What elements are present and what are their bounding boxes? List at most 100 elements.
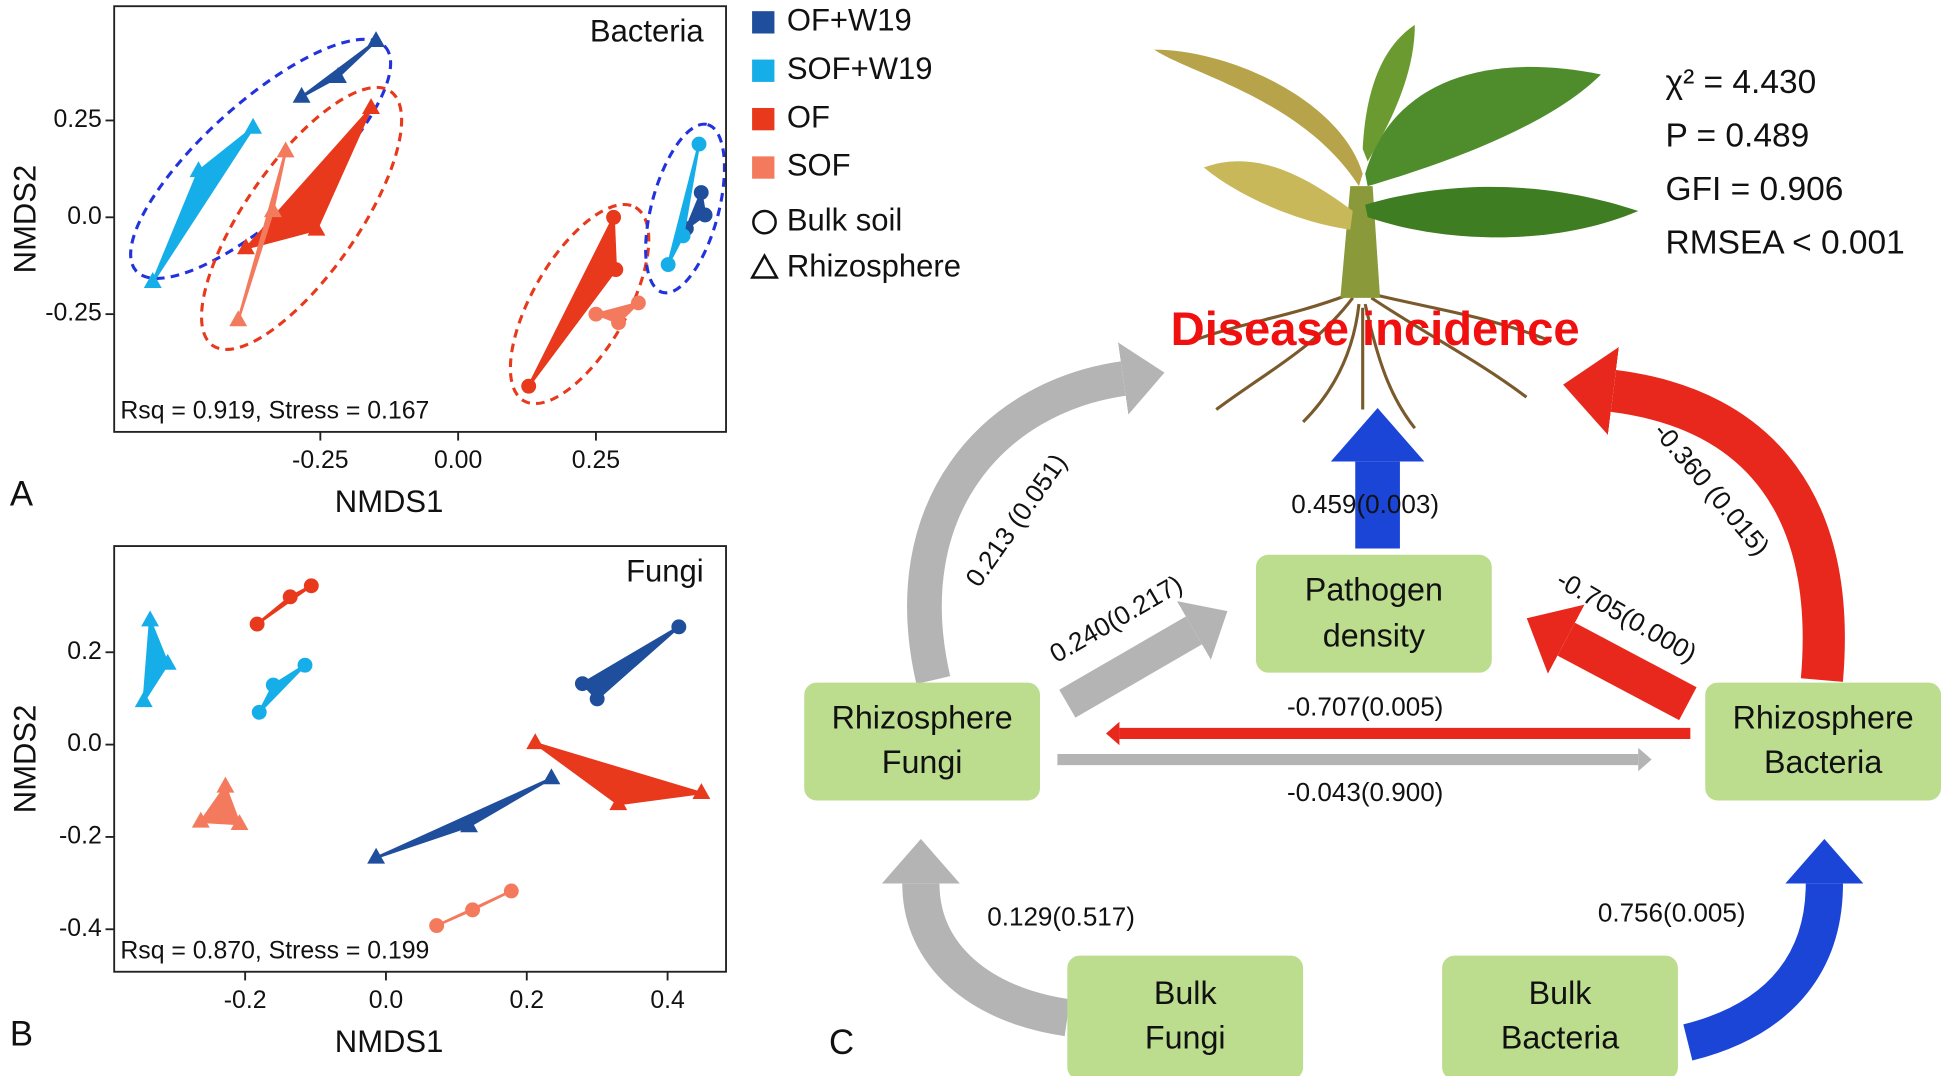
- group-hull: [685, 191, 707, 230]
- roots: [1190, 293, 1552, 430]
- legend-label: SOF+W19: [787, 51, 933, 86]
- node-label: Rhizosphere: [1733, 699, 1914, 735]
- point: [692, 783, 711, 800]
- point: [367, 847, 386, 864]
- group-hull: [527, 216, 618, 388]
- node-box: [1255, 554, 1492, 673]
- node-labels: Pathogen density Rhizosphere Fungi Rhizo…: [832, 572, 1914, 1056]
- group-hull: [236, 150, 287, 322]
- point: [244, 117, 263, 134]
- point: [660, 257, 676, 273]
- point: [521, 378, 537, 394]
- arrow: [907, 342, 1165, 685]
- legend-marker: [752, 209, 777, 235]
- point: [191, 811, 210, 828]
- group-hull: [142, 619, 169, 703]
- node-label: Bacteria: [1764, 744, 1882, 780]
- group-hull: [533, 741, 703, 806]
- node-box: [804, 682, 1041, 801]
- legend-swatch: [752, 107, 775, 131]
- arrows: [881, 342, 1864, 1061]
- point: [671, 619, 687, 635]
- x-tick-label: 0.2: [510, 987, 544, 1014]
- node-label: Rhizosphere: [832, 699, 1013, 735]
- point: [276, 141, 295, 158]
- group-hull: [594, 301, 640, 324]
- point: [589, 691, 605, 707]
- panel-letter: A: [10, 476, 34, 514]
- node-label: Fungi: [882, 744, 963, 780]
- point: [542, 768, 561, 785]
- point: [606, 209, 622, 225]
- plot-frame: [113, 545, 727, 973]
- point: [141, 610, 160, 627]
- node-label: Bulk: [1529, 975, 1593, 1011]
- group-hull: [244, 106, 373, 250]
- edge-label: -0.707(0.005): [1287, 692, 1443, 722]
- point: [230, 814, 249, 830]
- ellipse: [199, 85, 404, 352]
- point: [362, 98, 380, 115]
- point: [460, 816, 478, 833]
- arrow: [1526, 604, 1697, 721]
- point: [429, 918, 445, 934]
- point: [158, 653, 177, 670]
- edge-label: 0.129(0.517): [987, 901, 1135, 931]
- node-label: Fungi: [1145, 1020, 1226, 1056]
- y-tick-label: 0.0: [67, 730, 102, 757]
- point: [303, 578, 319, 594]
- leaf: [1203, 161, 1353, 230]
- legend-label: OF: [787, 99, 830, 134]
- point: [143, 272, 162, 288]
- plant-illustration: [1154, 24, 1639, 430]
- node-box: [1442, 955, 1678, 1076]
- edge-label: 0.459(0.003): [1291, 489, 1439, 519]
- stat: RMSEA < 0.001: [1666, 224, 1905, 261]
- stat: GFI = 0.906: [1666, 171, 1844, 208]
- point: [216, 776, 235, 793]
- stat: P = 0.489: [1666, 118, 1810, 155]
- edge-label: -0.043(0.900): [1287, 777, 1443, 807]
- legend-label: OF+W19: [787, 3, 912, 38]
- leaf: [1365, 186, 1639, 238]
- legend-swatch: [752, 156, 775, 179]
- x-tick-label: -0.2: [224, 987, 267, 1014]
- group-hull: [257, 663, 307, 714]
- x-tick-label: 0.25: [572, 447, 620, 474]
- y-axis-label: NMDS2: [7, 705, 42, 814]
- x-axis-label: NMDS1: [335, 484, 444, 519]
- point: [608, 262, 624, 278]
- group-hull: [255, 584, 313, 626]
- group-hull: [666, 142, 701, 266]
- point: [307, 219, 326, 236]
- node-box: [1705, 682, 1942, 801]
- y-axis-label: NMDS2: [7, 165, 42, 274]
- legend-label: SOF: [787, 148, 851, 183]
- legend-swatch: [752, 11, 775, 34]
- legend-label: Rhizosphere: [787, 248, 961, 283]
- diagram-title: Disease incidence: [1171, 302, 1580, 355]
- point: [526, 733, 545, 750]
- y-tick-label: 0.2: [67, 638, 102, 665]
- node-label: density: [1323, 617, 1426, 653]
- point: [249, 616, 265, 632]
- point: [630, 295, 646, 311]
- point: [503, 883, 519, 899]
- y-tick-label: 0.0: [67, 203, 102, 230]
- leaf: [1365, 66, 1601, 187]
- y-tick-label: -0.2: [59, 822, 102, 849]
- point: [297, 657, 313, 673]
- point: [691, 136, 707, 152]
- plot-frame: [113, 5, 727, 433]
- point: [574, 676, 590, 692]
- arrow: [1683, 838, 1864, 1061]
- arrow: [1563, 346, 1845, 682]
- annotation: Rsq = 0.870, Stress = 0.199: [120, 937, 429, 964]
- point: [465, 902, 481, 918]
- ellipse: [508, 202, 651, 406]
- node-label: Pathogen: [1305, 572, 1443, 608]
- edge-label: 0.756(0.005): [1598, 898, 1746, 928]
- point: [611, 315, 626, 331]
- node-box: [1067, 955, 1304, 1076]
